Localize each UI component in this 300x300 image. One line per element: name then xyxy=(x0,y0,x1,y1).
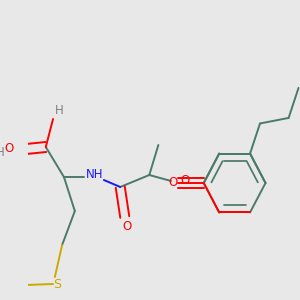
Text: NH: NH xyxy=(86,169,104,182)
Text: O: O xyxy=(4,142,13,155)
Text: O: O xyxy=(168,176,178,188)
Text: S: S xyxy=(53,278,61,292)
Text: H: H xyxy=(0,146,5,158)
Text: O: O xyxy=(123,220,132,232)
Text: H: H xyxy=(55,104,64,118)
Text: O: O xyxy=(180,173,189,187)
